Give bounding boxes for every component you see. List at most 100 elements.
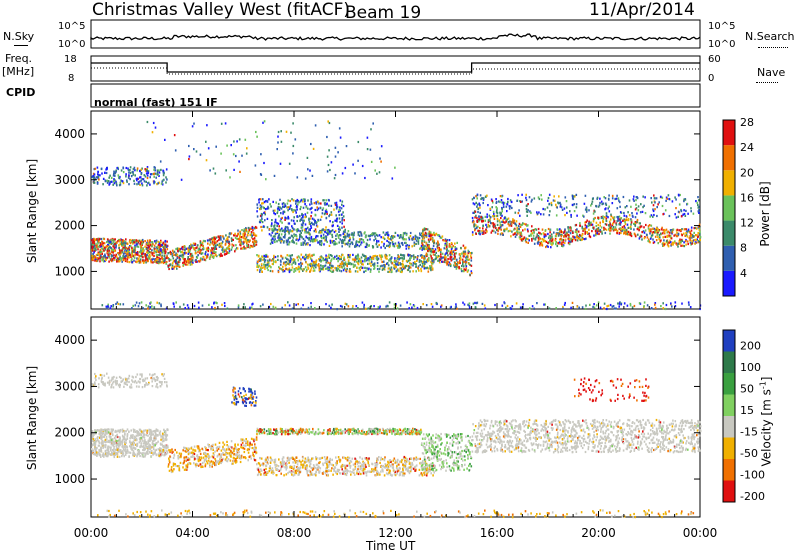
power-cell [560,206,563,209]
power-cell [623,214,626,217]
power-cell [391,241,394,244]
power-cell [599,230,602,233]
power-cell [231,246,233,249]
power-cell [444,258,446,261]
power-cell [559,230,561,233]
power-cell [501,201,503,204]
power-cell [342,215,345,218]
power-cell [125,246,128,249]
power-cell [102,245,105,248]
power-cell [422,233,425,236]
power-cell [397,263,400,266]
power-cell [237,229,239,232]
power-cell [661,196,664,199]
power-cell [341,305,343,308]
power-cell [151,244,153,248]
power-cell [153,244,156,247]
power-cell [122,239,125,242]
power-cell [263,120,266,123]
power-cell [127,248,130,251]
power-cell [408,307,410,310]
power-cell [179,258,182,261]
power-cell [690,236,692,239]
power-cell [541,238,543,241]
power-cell [593,306,596,309]
power-cell [531,225,533,228]
power-cell [417,266,419,269]
power-cell [561,238,563,241]
power-cell [322,259,324,262]
power-cell [682,213,684,216]
power-cell [486,215,488,219]
power-cell [220,254,222,257]
power-cell [370,264,372,267]
power-cell [374,254,377,257]
power-cell [631,212,633,215]
power-cell [518,236,521,239]
power-cell [427,249,429,252]
power-cell [155,241,157,244]
power-cell [346,232,349,235]
power-cell [325,226,327,229]
power-cell [479,206,481,209]
power-cell [383,265,386,268]
power-cell [494,231,497,234]
power-cell [114,171,116,174]
power-cell [624,206,627,209]
power-cell [109,307,112,310]
power-cell [429,250,432,253]
power-cell [138,261,141,264]
power-cell [651,231,654,234]
power-cell [306,156,309,159]
power-cell [92,241,94,244]
power-cell [466,270,469,273]
power-cell [319,231,322,234]
power-cell [357,262,359,265]
power-cell [106,238,109,241]
power-cell [607,304,610,307]
power-cell [406,260,409,263]
power-cell [260,212,263,216]
power-cell [423,246,425,249]
power-cell [646,304,649,307]
power-cell [625,215,628,218]
power-cell [403,266,406,269]
power-cell [629,304,632,307]
power-cell [429,233,431,236]
power-cell [378,243,380,247]
power-cell [309,229,311,232]
power-cell [259,214,262,217]
power-cell [310,215,312,218]
power-cell [605,202,607,205]
power-cell [126,248,129,251]
power-cell [361,301,364,304]
power-cell [164,243,167,246]
power-cell [101,172,103,175]
power-cell [690,226,693,229]
power-cell [373,255,375,258]
power-cell [363,270,365,274]
power-cell [429,248,431,251]
power-cell [182,264,185,267]
power-cell [437,249,440,252]
power-cell [263,263,266,266]
power-cell [220,245,223,248]
power-cell [639,225,641,228]
power-cell [588,228,590,231]
power-cell [644,196,646,199]
power-cell [604,197,607,200]
power-cell [262,225,265,228]
power-cell [634,223,636,227]
power-cell [177,263,180,266]
power-cell [643,301,646,304]
power-cell [277,270,280,274]
power-cell [348,262,350,265]
power-cell [657,227,659,231]
power-cell [320,240,323,243]
power-cell [254,244,256,247]
power-cell [222,249,225,252]
power-cell [459,258,462,261]
power-cell [643,231,646,234]
power-cell [569,232,572,235]
power-cell [224,243,227,246]
